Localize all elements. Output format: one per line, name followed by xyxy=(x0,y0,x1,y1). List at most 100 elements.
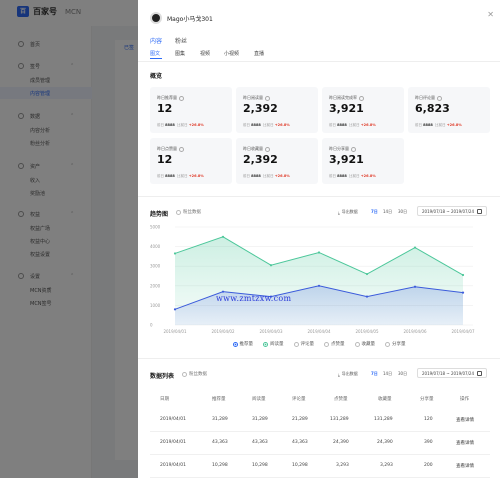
subtab-video[interactable]: 视频 xyxy=(200,51,211,57)
fans-data-checkbox[interactable]: 粉丝数据 xyxy=(176,209,201,215)
x-tick-label: 2019/04/07 xyxy=(451,329,475,334)
stat-value: 12 xyxy=(157,102,173,115)
range-14d[interactable]: 14日 xyxy=(383,209,393,214)
stat-compare: 前日 8888 比前日 +26.8% xyxy=(157,123,204,127)
x-tick-label: 2019/04/01 xyxy=(163,329,187,334)
y-tick-label: 2000 xyxy=(150,283,161,288)
info-icon[interactable] xyxy=(437,95,442,101)
stat-card-comment: 昨日评论量 6,823 前日 8888 比前日 +26.8% xyxy=(408,87,490,133)
legend-read[interactable]: 阅读量 xyxy=(263,341,284,347)
stat-card-favorite: 昨日收藏量 2,392 前日 8888 比前日 +26.8% xyxy=(236,138,318,184)
cell-comment: 43,363 xyxy=(292,440,308,445)
data-point xyxy=(221,290,225,293)
info-icon[interactable] xyxy=(265,146,270,152)
cell-read: 43,363 xyxy=(252,440,268,445)
table-row: 2019/04/01 10,298 10,298 10,298 3,293 3,… xyxy=(150,455,490,478)
legend-favorite[interactable]: 收藏量 xyxy=(354,341,375,347)
cell-favorite: 3,293 xyxy=(380,463,393,468)
table-export-button[interactable]: ⤓ 导出数据 xyxy=(338,371,358,377)
stat-compare: 前日 8888 比前日 +26.8% xyxy=(157,174,204,178)
stat-compare: 前日 8888 比前日 +26.8% xyxy=(243,174,290,178)
data-point xyxy=(365,272,369,276)
stat-value: 3,921 xyxy=(329,102,364,115)
table-title: 数据列表 xyxy=(150,373,175,380)
user-header: Mago小马戈301 xyxy=(150,12,213,24)
radio-icon xyxy=(385,341,390,347)
stat-value: 2,392 xyxy=(243,153,278,166)
export-button[interactable]: ⤓ 导出数据 xyxy=(338,209,358,215)
x-tick-label: 2019/04/02 xyxy=(211,329,235,334)
tab-content[interactable]: 内容 xyxy=(150,38,163,45)
cell-comment: 21,289 xyxy=(292,417,308,422)
info-icon[interactable] xyxy=(179,146,184,152)
data-point xyxy=(413,246,417,249)
tab-fans[interactable]: 粉丝 xyxy=(175,38,188,45)
table-range-30d[interactable]: 30日 xyxy=(398,371,408,376)
watermark: www.zmtzxw.com xyxy=(216,294,292,303)
stat-value: 6,823 xyxy=(415,102,450,115)
view-detail-link[interactable]: 查看详情 xyxy=(456,464,474,469)
table-date-range-picker[interactable]: 2019/07/18 ~ 2019/07/24 xyxy=(417,368,488,378)
stat-label: 昨日阅读完成率 xyxy=(329,95,357,100)
legend-share[interactable]: 分享量 xyxy=(385,341,406,347)
stat-compare: 前日 8888 比前日 +26.8% xyxy=(415,123,462,127)
cell-share: 390 xyxy=(424,440,433,445)
close-icon[interactable]: ✕ xyxy=(487,10,494,19)
series-area xyxy=(175,285,463,325)
table-range-14d[interactable]: 14日 xyxy=(383,371,393,376)
table-row: 2019/04/01 31,289 31,289 21,289 131,289 … xyxy=(150,409,490,432)
stat-label: 昨日点赞量 xyxy=(157,146,177,151)
radio-icon xyxy=(263,341,268,347)
range-30d[interactable]: 30日 xyxy=(398,209,408,214)
legend-recommend[interactable]: 推荐量 xyxy=(232,341,253,347)
col-action: 操作 xyxy=(460,397,469,402)
data-point xyxy=(269,295,273,298)
data-point xyxy=(173,308,177,311)
range-7d[interactable]: 7日 xyxy=(371,209,378,214)
subtab-live[interactable]: 直播 xyxy=(254,51,265,57)
stat-compare: 前日 8888 比前日 +26.8% xyxy=(243,123,290,127)
stat-card-completion: 昨日阅读完成率 3,921 前日 8888 比前日 +26.8% xyxy=(322,87,404,133)
trend-title: 趋势图 xyxy=(150,211,169,218)
subtab-short-video[interactable]: 小视频 xyxy=(224,51,240,57)
data-point xyxy=(413,285,417,288)
y-tick-label: 4000 xyxy=(150,244,161,249)
detail-drawer: Mago小马戈301 ✕ 内容 粉丝 图文 图集 视频 小视频 直播 概览 昨日… xyxy=(138,0,500,478)
data-point xyxy=(173,252,177,255)
legend-like[interactable]: 点赞量 xyxy=(324,341,345,347)
cell-favorite: 24,390 xyxy=(377,440,393,445)
view-detail-link[interactable]: 查看详情 xyxy=(456,441,474,446)
stat-card-share: 昨日分享量 3,921 前日 8888 比前日 +26.8% xyxy=(322,138,404,184)
col-date: 日期 xyxy=(160,397,169,402)
stat-card-like: 昨日点赞量 12 前日 8888 比前日 +26.8% xyxy=(150,138,232,184)
view-detail-link[interactable]: 查看详情 xyxy=(456,418,474,423)
cell-comment: 10,298 xyxy=(292,463,308,468)
legend-comment[interactable]: 评论量 xyxy=(293,341,314,347)
x-tick-label: 2019/04/04 xyxy=(307,329,331,334)
info-icon[interactable] xyxy=(351,146,356,152)
col-like: 点赞量 xyxy=(334,397,348,402)
calendar-icon xyxy=(477,208,483,214)
download-icon: ⤓ xyxy=(338,209,340,215)
cell-recommend: 43,363 xyxy=(212,440,228,445)
stat-label: 昨日阅读量 xyxy=(243,95,263,100)
avatar xyxy=(150,12,162,24)
download-icon: ⤓ xyxy=(338,371,340,377)
table-range-7d[interactable]: 7日 xyxy=(371,371,378,376)
subtab-article[interactable]: 图文 xyxy=(150,51,161,57)
subtab-gallery[interactable]: 图集 xyxy=(175,51,186,57)
table-row: 2019/04/01 43,363 43,363 43,363 24,390 2… xyxy=(150,432,490,455)
info-icon[interactable] xyxy=(359,95,364,101)
stat-compare: 前日 8888 比前日 +26.8% xyxy=(329,123,376,127)
divider xyxy=(138,61,500,62)
table-fans-checkbox[interactable]: 粉丝数据 xyxy=(182,371,207,377)
info-icon[interactable] xyxy=(265,95,270,101)
cell-recommend: 10,298 xyxy=(212,463,228,468)
info-icon[interactable] xyxy=(179,95,184,101)
checkbox-icon xyxy=(176,209,181,215)
overview-title: 概览 xyxy=(150,73,163,80)
stat-label: 昨日收藏量 xyxy=(243,146,263,151)
date-range-picker[interactable]: 2019/07/18 ~ 2019/07/24 xyxy=(417,206,488,216)
cell-recommend: 31,289 xyxy=(212,417,228,422)
cell-share: 200 xyxy=(424,463,433,468)
